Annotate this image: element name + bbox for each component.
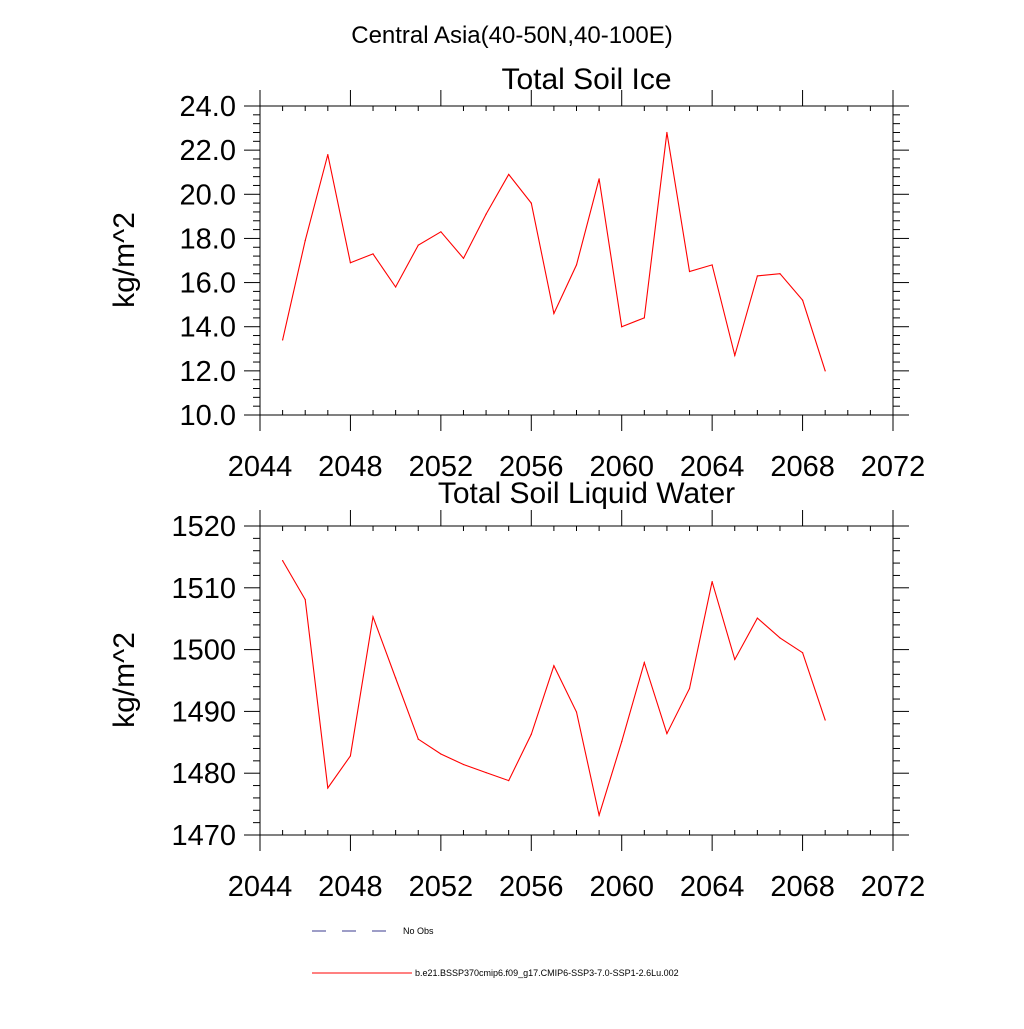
data-point <box>440 231 442 233</box>
plot-frame <box>259 525 894 836</box>
data-point <box>711 264 713 266</box>
data-point <box>282 560 284 562</box>
data-point <box>553 665 555 667</box>
x-tick-label: 2048 <box>318 451 383 483</box>
figure-title: Central Asia(40-50N,40-100E) <box>351 22 673 49</box>
data-point <box>485 771 487 774</box>
x-tick-label: 2056 <box>499 871 564 903</box>
data-point <box>530 202 532 204</box>
data-point <box>327 153 329 156</box>
y-tick-label: 12.0 <box>180 356 236 388</box>
data-point <box>575 264 578 266</box>
data-point <box>304 598 306 601</box>
x-tick-label: 2060 <box>589 451 654 483</box>
data-point <box>327 787 329 789</box>
x-tick-label: 2064 <box>680 451 745 483</box>
data-point <box>824 719 826 721</box>
x-tick-label: 2056 <box>499 451 564 483</box>
y-tick-label: 20.0 <box>180 179 236 211</box>
data-point <box>508 780 510 782</box>
chart-title: Total Soil Liquid Water <box>438 477 735 510</box>
data-point <box>417 738 419 740</box>
data-point <box>756 617 758 619</box>
y-tick-label: 22.0 <box>180 135 236 167</box>
y-tick-label: 10.0 <box>180 400 236 432</box>
data-point <box>688 270 691 273</box>
y-axis-label: kg/m^2 <box>108 632 141 728</box>
y-tick-label: 1480 <box>171 758 236 790</box>
x-tick-label: 2048 <box>318 871 383 903</box>
y-tick-label: 18.0 <box>180 223 236 255</box>
data-point <box>349 755 352 757</box>
x-tick-label: 2052 <box>409 451 474 483</box>
data-point <box>598 814 600 816</box>
series-line <box>282 560 826 818</box>
data-point <box>801 652 804 654</box>
data-point <box>395 677 397 679</box>
data-point <box>801 299 804 301</box>
data-point <box>508 173 510 176</box>
data-point <box>598 178 600 180</box>
x-tick-label: 2068 <box>770 871 835 903</box>
data-point <box>779 637 781 639</box>
x-tick-label: 2072 <box>861 871 926 903</box>
data-point <box>530 733 532 735</box>
y-tick-label: 24.0 <box>180 91 236 123</box>
x-tick-label: 2044 <box>228 451 293 483</box>
chart-title: Total Soil Ice <box>501 63 671 96</box>
y-tick-label: 1490 <box>171 696 236 728</box>
data-point <box>372 253 374 255</box>
data-point <box>485 213 487 215</box>
legend: No Obs b.e21.BSSP370cmip6.f09_g17.CMIP6-… <box>312 926 679 978</box>
data-point <box>734 658 736 661</box>
y-tick-label: 1500 <box>171 635 236 667</box>
x-tick-label: 2068 <box>770 451 835 483</box>
data-point <box>282 339 284 341</box>
chart-panel: Total Soil Liquid Water 2044 2048 2052 2056 2… <box>108 477 925 903</box>
data-point <box>711 581 713 583</box>
data-point <box>824 370 826 372</box>
data-point <box>779 273 781 275</box>
data-point <box>372 616 374 618</box>
y-tick-label: 1470 <box>171 820 236 852</box>
y-tick-label: 1510 <box>171 573 236 605</box>
data-point <box>621 741 623 743</box>
x-tick-label: 2072 <box>861 451 926 483</box>
legend-no-obs-label: No Obs <box>403 926 434 936</box>
x-tick-label: 2064 <box>680 871 745 903</box>
chart-panel: Total Soil Ice 2044 2048 2052 2056 2060 2064 20… <box>108 63 925 483</box>
y-tick-label: 14.0 <box>180 312 236 344</box>
x-tick-label: 2044 <box>228 871 293 903</box>
y-tick-label: 16.0 <box>180 268 236 300</box>
data-point <box>575 711 578 713</box>
data-point <box>734 354 736 357</box>
data-point <box>688 687 691 690</box>
legend-series-label: b.e21.BSSP370cmip6.f09_g17.CMIP6-SSP3-7.… <box>415 968 679 978</box>
data-point <box>666 131 668 134</box>
data-point <box>462 763 465 766</box>
data-point <box>643 317 645 319</box>
data-point <box>304 240 306 242</box>
data-point <box>553 312 555 315</box>
data-point <box>643 661 645 664</box>
data-point <box>462 257 465 259</box>
y-axis-label: kg/m^2 <box>108 212 141 308</box>
series-line <box>282 132 826 372</box>
data-point <box>395 286 397 288</box>
data-point <box>756 275 758 277</box>
x-tick-label: 2060 <box>589 871 654 903</box>
y-tick-label: 1520 <box>171 511 236 543</box>
data-point <box>417 244 419 246</box>
data-point <box>666 733 668 735</box>
x-tick-label: 2052 <box>409 871 474 903</box>
data-point <box>349 262 352 264</box>
data-point <box>440 753 442 755</box>
data-point <box>621 326 623 328</box>
